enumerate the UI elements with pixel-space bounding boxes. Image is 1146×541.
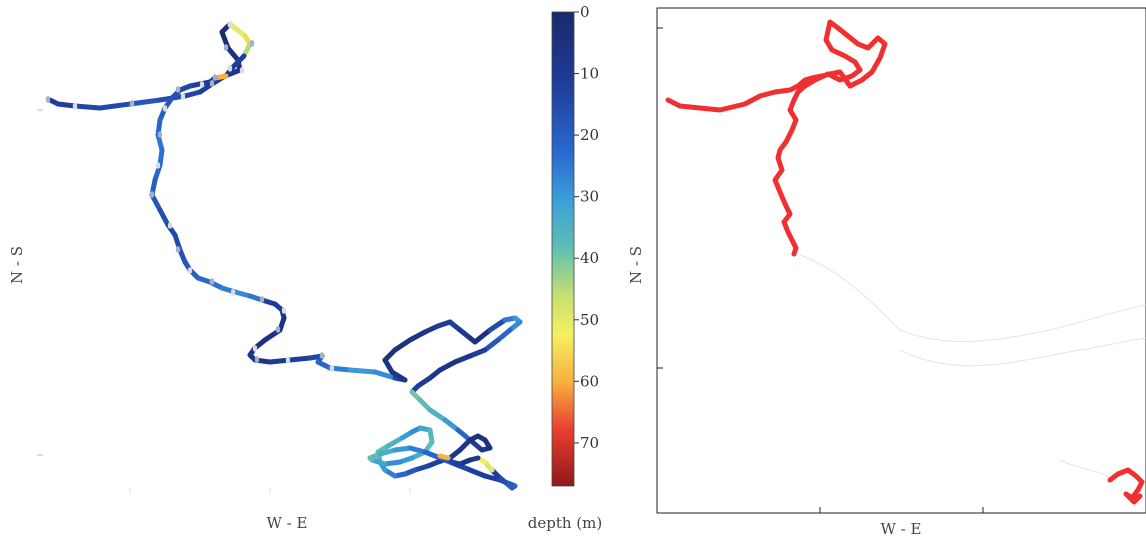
colorbar-tick-label: 50 xyxy=(580,311,599,329)
left-track-segment xyxy=(392,445,413,453)
left-track-bead xyxy=(259,296,265,301)
left-track-segment xyxy=(372,369,398,381)
right-xlabel: W - E xyxy=(881,520,922,538)
left-track-bead xyxy=(175,88,181,93)
left-track-bead xyxy=(227,23,233,28)
left-track-bead xyxy=(252,347,258,352)
left-track-segment xyxy=(97,101,133,111)
left-track-segment xyxy=(495,327,513,343)
left-track-segment xyxy=(287,355,313,363)
colorbar-gradient xyxy=(551,11,575,487)
colorbar-tick-label: 60 xyxy=(580,372,599,390)
colorbar-label: depth (m) xyxy=(528,514,602,532)
left-track-segment xyxy=(442,417,461,433)
left-track-bead xyxy=(167,224,173,229)
left-track-segment xyxy=(487,317,508,333)
left-track-bead xyxy=(254,356,260,361)
left-track-segment xyxy=(157,147,165,168)
left-track-segment xyxy=(72,103,103,111)
left-track-segment xyxy=(347,367,378,375)
left-track-segment xyxy=(392,337,413,353)
left-track-bead xyxy=(249,40,255,45)
colorbar-tick-label: 0 xyxy=(580,3,590,21)
right-ticks xyxy=(657,27,984,513)
left-track-segment xyxy=(389,369,408,383)
left-track-segment xyxy=(407,445,428,455)
left-track-segment xyxy=(385,435,405,449)
faint-trace xyxy=(799,254,1146,479)
left-track-bead xyxy=(149,193,155,198)
left-track-segment xyxy=(157,207,171,228)
left-track-bead xyxy=(223,46,229,51)
left-track-bead xyxy=(239,67,245,72)
left-track-bead xyxy=(157,131,163,136)
left-track-bead xyxy=(275,328,281,333)
left-track-segment xyxy=(149,192,163,213)
left-track-segment xyxy=(467,347,488,359)
left-track-bead xyxy=(162,107,168,112)
left-track-segment xyxy=(467,467,488,479)
right-axes-box xyxy=(656,7,1146,514)
colorbar-ticks: 0 10 20 30 40 50 60 70 xyxy=(574,3,599,452)
left-track-segment xyxy=(455,427,473,443)
left-track-segment xyxy=(127,97,163,107)
right-ylabel: N - S xyxy=(627,246,645,284)
left-track-segment xyxy=(229,53,247,71)
left-track-segment xyxy=(407,329,428,343)
left-track-segment xyxy=(437,453,451,461)
left-ylabel: N - S xyxy=(8,246,26,284)
left-track-bead xyxy=(329,367,335,372)
left-track-segment xyxy=(227,21,248,39)
left-track-line xyxy=(45,21,523,491)
right-track-series xyxy=(665,19,888,257)
right-track-series xyxy=(1107,467,1145,505)
left-track-segment xyxy=(377,447,398,457)
left-track-segment xyxy=(452,353,473,365)
colorbar-tick-label: 30 xyxy=(580,188,599,206)
left-track-bead xyxy=(285,357,291,362)
right-panel: N - S W - E xyxy=(627,7,1146,538)
colorbar-tick-label: 40 xyxy=(580,249,599,267)
left-track-segment xyxy=(232,289,253,299)
left-track-bead xyxy=(281,307,287,312)
left-track-bead xyxy=(319,354,325,359)
left-panel: N - S W - E xyxy=(8,21,523,532)
left-track-bead xyxy=(209,280,215,285)
left-track-segment xyxy=(422,449,443,461)
colorbar-tick-label: 10 xyxy=(580,65,599,83)
left-track-bead xyxy=(212,74,218,79)
left-track-segment xyxy=(482,337,501,353)
left-track-segment xyxy=(182,89,203,99)
left-ticks xyxy=(37,109,411,494)
colorbar-tick-label: 20 xyxy=(580,126,599,144)
left-track-segment xyxy=(482,473,503,483)
left-track-bead xyxy=(230,291,236,296)
left-track-bead xyxy=(180,95,186,100)
left-track-bead xyxy=(155,162,161,167)
right-track-line xyxy=(665,19,1145,505)
left-track-segment xyxy=(382,459,403,467)
left-xlabel: W - E xyxy=(267,514,308,532)
left-track-bead xyxy=(45,96,51,101)
left-track-segment xyxy=(472,327,493,345)
left-track-bead xyxy=(187,267,193,272)
left-track-segment xyxy=(427,407,448,423)
left-track-bead xyxy=(227,65,233,70)
left-track-bead xyxy=(129,102,135,107)
left-track-segment xyxy=(437,359,458,373)
left-track-bead xyxy=(175,246,181,251)
left-track-segment xyxy=(155,132,165,153)
left-track-bead xyxy=(199,81,205,86)
colorbar-tick-label: 70 xyxy=(580,434,599,452)
left-track-segment xyxy=(55,101,78,109)
left-track-bead xyxy=(72,103,78,108)
left-track-segment xyxy=(225,45,241,63)
colorbar: 0 10 20 30 40 50 60 70 depth (m) xyxy=(528,3,602,532)
left-track-bead xyxy=(209,80,215,85)
